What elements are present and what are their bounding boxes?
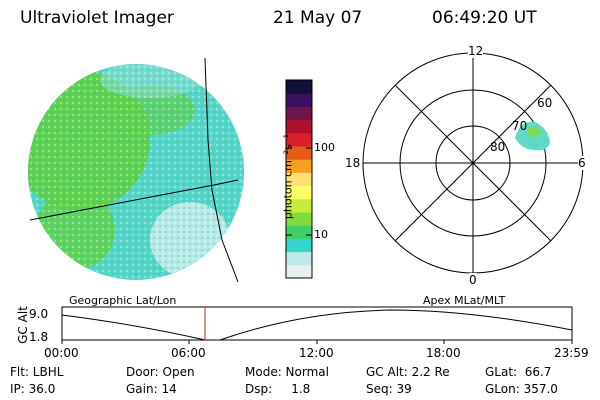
colorbar-segment [286,238,312,253]
timeline-tick-0000: 00:00 [44,346,79,360]
colorbar-segment [286,119,312,134]
colorbar-segment [286,172,312,187]
colorbar-tick-100: 100 [314,141,335,154]
colorbar [285,79,313,279]
colorbar-segment [286,93,312,107]
colorbar-segment [286,264,312,279]
colorbar-segment [286,132,312,147]
timeline-y-bottom: 1.8 [29,330,49,344]
polar-mlt-18: 18 [345,156,361,170]
colorbar-segment [286,159,312,173]
timeline-tick-2359: 23:59 [554,346,589,360]
status-seq: Seq: 39 [366,382,412,396]
status-door: Door: Open [126,365,195,379]
colorbar-segment [286,185,312,200]
timeline-left-title: Geographic Lat/Lon [69,294,177,307]
colorbar-segment [286,212,312,226]
colorbar-segment [286,198,312,213]
polar-lat-70: 70 [512,119,528,133]
time-label: 06:49:20 UT [432,8,537,28]
colorbar-segment [286,146,312,160]
status-flt: Flt: LBHL [10,365,64,379]
colorbar-segment [286,225,312,239]
colorbar-segment [286,80,312,94]
status-glat: GLat: 66.7 [485,365,552,379]
meridian-line [204,57,239,283]
status-gc-alt: GC Alt: 2.2 Re [366,365,450,379]
auroral-oval [515,121,550,151]
status-glon: GLon: 357.0 [485,382,558,396]
polar-lat-60: 60 [537,96,553,110]
status-ip: IP: 36.0 [10,382,56,396]
colorbar-frame [285,79,313,279]
polar-lat-80: 80 [490,140,506,154]
colorbar-segment [286,251,312,266]
altitude-curve [61,309,573,341]
polar-mlt-12: 12 [468,44,484,58]
polar-mlt-0: 0 [469,273,477,287]
date-label: 21 May 07 [273,8,363,28]
timeline-frame [61,306,573,341]
status-dsp: Dsp: 1.8 [245,382,311,396]
colorbar-tick-10: 10 [314,228,328,241]
timeline-right-title: Apex MLat/MLT [423,294,506,307]
colorbar-segment [286,106,312,121]
timeline-tick-1200: 12:00 [299,346,334,360]
timeline-y-top: 9.0 [29,307,49,321]
timeline-tick-1800: 18:00 [426,346,461,360]
timeline-tick-0600: 06:00 [171,346,206,360]
polar-mlt-6: 6 [578,156,586,170]
geographic-image [28,57,244,283]
latitude-line [29,179,239,221]
instrument-title: Ultraviolet Imager [20,8,174,28]
status-mode: Mode: Normal [245,365,329,379]
status-gain: Gain: 14 [126,382,177,396]
